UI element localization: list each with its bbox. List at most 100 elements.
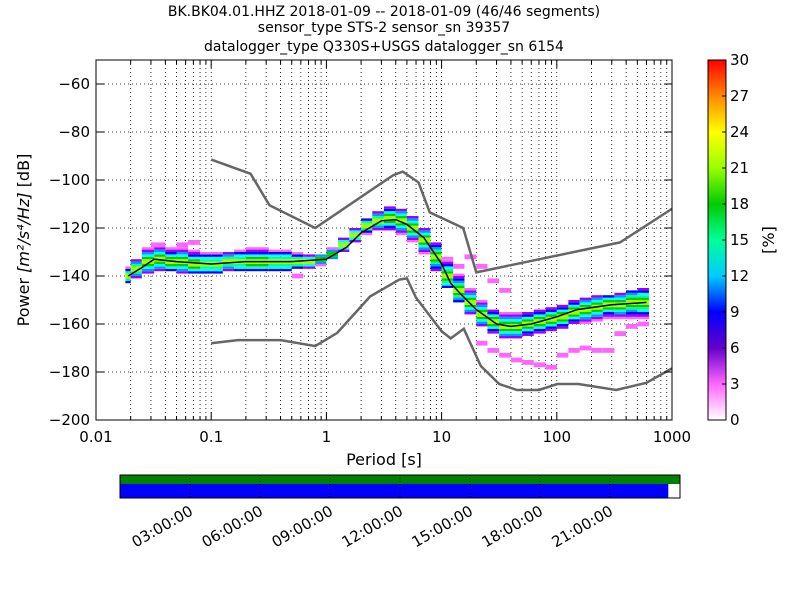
pdf-cell [234,268,246,272]
pdf-cell [602,316,615,320]
pdf-cell [200,259,212,262]
pdf-outlier-cell [150,242,166,248]
pdf-cell [372,218,384,221]
pdf-cell [441,261,454,264]
pdf-cell [349,240,362,243]
pdf-cell [211,261,223,264]
pdf-cell [499,319,511,322]
pdf-cell [568,302,580,305]
pdf-cell [280,268,292,272]
pdf-cell [418,228,431,231]
high-noise-model-line [210,158,672,274]
pdf-cell [418,232,431,236]
pdf-cell [499,326,511,329]
colorbar-tick-label: 9 [730,303,740,321]
pdf-cell [291,256,304,260]
pdf-cell [556,324,569,327]
x-axis-label: Period [s] [346,450,422,469]
pdf-cell [234,252,246,255]
pdf-cell [430,261,442,264]
pdf-cell [430,242,442,245]
pdf-cell [280,261,292,264]
pdf-cell [395,208,407,212]
pdf-cell [245,266,258,269]
pdf-cell [125,266,131,269]
colorbar-tick-label: 24 [730,123,749,141]
pdf-cell [476,324,488,327]
pdf-cell [125,280,131,284]
colorbar-tick-label: 18 [730,195,749,213]
pdf-cell [545,312,557,315]
pdf-cell [125,271,131,274]
pdf-outlier-cell [464,254,477,260]
pdf-cell [234,266,246,269]
pdf-cell [303,254,316,257]
pdf-cell [234,261,246,264]
pdf-cell [326,249,338,252]
pdf-cell [257,256,269,260]
pdf-cell [141,268,155,272]
pdf-cell [361,225,373,228]
pdf-cell [130,271,142,274]
pdf-cell [188,259,201,262]
pdf-cell [395,223,407,226]
pdf-cell [637,307,649,310]
pdf-cell [165,266,177,269]
pdf-cell [200,261,212,264]
pdf-cell [268,268,281,272]
pdf-cell [141,266,155,269]
pdf-cell [406,235,419,238]
pdf-cell [522,312,534,315]
pdf-cell [315,259,327,262]
pdf-outlier-cell [176,242,189,248]
pdf-cell [591,295,603,298]
pdf-cell [533,314,546,317]
y-tick-label: −120 [49,219,90,237]
pdf-cell [222,259,235,262]
pdf-cell [556,316,569,320]
pdf-cell [280,264,292,267]
pdf-cell [154,252,166,255]
pdf-cell [326,256,338,260]
pdf-cell [637,304,649,308]
pdf-cell [245,254,258,257]
pdf-cell [476,319,488,322]
pdf-cell [476,304,488,308]
pdf-cell [614,300,626,303]
pdf-cell [453,283,465,286]
pdf-cell [125,268,131,272]
pdf-cell [245,264,258,267]
pdf-cell [637,288,649,291]
pdf-cell [579,314,592,317]
pdf-cell [291,264,304,267]
pdf-cell [257,254,269,257]
pdf-cell [257,266,269,269]
pdf-cell [303,266,316,269]
pdf-cell [476,302,488,305]
pdf-cell [141,256,155,260]
pdf-cell [545,321,557,324]
pdf-cell [349,232,362,236]
pdf-cell [291,252,304,255]
pdf-cell [568,307,580,310]
pdf-cell [453,295,465,298]
pdf-outlier-cell [487,278,500,284]
pdf-cell [533,324,546,327]
pdf-cell [257,247,269,250]
pdf-cell [291,266,304,269]
pdf-cell [568,319,580,322]
pdf-cell [591,307,603,310]
pdf-cell [245,261,258,264]
pdf-cell [337,242,350,245]
pdf-cell [614,297,626,300]
plot-background [96,60,672,420]
pdf-cell [464,300,477,303]
pdf-cell [533,309,546,312]
pdf-cell [395,232,407,236]
pdf-cell [406,225,419,228]
pdf-cell [556,314,569,317]
pdf-cell [441,283,454,286]
pdf-cell [383,223,396,226]
pdf-cell [510,312,523,315]
pdf-cell [614,304,626,308]
